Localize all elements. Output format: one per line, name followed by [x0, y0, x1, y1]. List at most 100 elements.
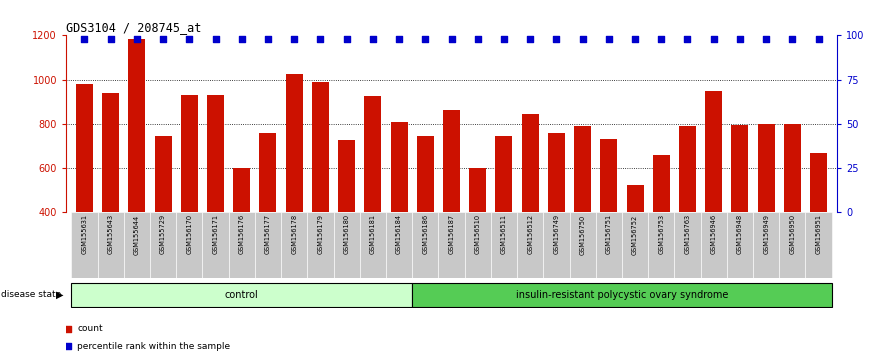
Bar [653, 155, 670, 212]
Bar [784, 124, 801, 212]
Text: GSM156749: GSM156749 [553, 215, 559, 255]
Bar [123, 212, 150, 278]
Point [300, 263, 314, 268]
Text: GSM156753: GSM156753 [658, 215, 664, 255]
Text: GSM156177: GSM156177 [265, 215, 271, 255]
Bar [359, 212, 386, 278]
Text: GSM156184: GSM156184 [396, 215, 402, 255]
Text: GSM156186: GSM156186 [422, 215, 428, 255]
Bar [464, 212, 491, 278]
Bar [705, 91, 722, 212]
Point [655, 36, 669, 41]
Text: GSM156950: GSM156950 [789, 215, 796, 255]
Point [314, 36, 328, 41]
Bar [700, 212, 727, 278]
Bar [600, 139, 618, 212]
Text: disease state: disease state [1, 290, 61, 299]
Bar [285, 74, 303, 212]
Bar [203, 212, 229, 278]
Point [733, 36, 747, 41]
Point [444, 36, 458, 41]
Bar [753, 212, 780, 278]
Text: GSM156176: GSM156176 [239, 215, 245, 255]
Point [130, 36, 144, 41]
Bar [548, 133, 565, 212]
Bar [443, 109, 460, 212]
Point [287, 36, 301, 41]
Bar [780, 212, 805, 278]
Point [392, 36, 406, 41]
Bar [727, 212, 753, 278]
Bar [229, 212, 255, 278]
Bar [307, 212, 334, 278]
Text: count: count [78, 324, 103, 333]
Point [234, 36, 248, 41]
Text: GSM155631: GSM155631 [81, 215, 87, 255]
Point [366, 36, 380, 41]
Point [707, 36, 721, 41]
Bar [439, 212, 464, 278]
Text: GSM156187: GSM156187 [448, 215, 455, 255]
Point [156, 36, 170, 41]
Bar [544, 212, 569, 278]
Point [785, 36, 799, 41]
Text: insulin-resistant polycystic ovary syndrome: insulin-resistant polycystic ovary syndr… [515, 290, 728, 300]
Text: GSM156180: GSM156180 [344, 215, 350, 255]
Bar [207, 95, 224, 212]
Bar [312, 82, 329, 212]
Point [497, 36, 511, 41]
Text: percentile rank within the sample: percentile rank within the sample [78, 342, 230, 351]
Text: GSM156951: GSM156951 [816, 215, 822, 255]
Bar [71, 212, 98, 278]
Bar [674, 212, 700, 278]
Bar [569, 212, 596, 278]
Text: GSM156179: GSM156179 [317, 215, 323, 255]
Bar [181, 95, 198, 212]
Bar [255, 212, 281, 278]
Bar [176, 212, 203, 278]
Point [339, 36, 353, 41]
Bar [233, 168, 250, 212]
Point [523, 36, 537, 41]
Text: GSM156178: GSM156178 [292, 215, 297, 255]
Bar [150, 212, 176, 278]
Bar [102, 93, 119, 212]
Bar [386, 212, 412, 278]
Bar [805, 212, 832, 278]
Bar [679, 126, 696, 212]
Bar [154, 136, 172, 212]
Bar [574, 126, 591, 212]
Bar [417, 136, 433, 212]
Text: GSM156946: GSM156946 [711, 215, 717, 255]
Bar [365, 96, 381, 212]
Text: GSM156181: GSM156181 [370, 215, 376, 255]
Text: GSM155729: GSM155729 [160, 215, 167, 255]
Bar [259, 133, 277, 212]
Point [759, 36, 774, 41]
Point [575, 36, 589, 41]
Bar [281, 212, 307, 278]
Point [78, 36, 92, 41]
Point [209, 36, 223, 41]
Point [680, 36, 694, 41]
Bar [517, 212, 544, 278]
Text: GSM156752: GSM156752 [632, 215, 638, 255]
Bar [470, 168, 486, 212]
Bar [495, 136, 513, 212]
Text: GSM155644: GSM155644 [134, 215, 140, 255]
Bar [758, 124, 774, 212]
Bar [626, 185, 644, 212]
Bar [731, 125, 749, 212]
Point [104, 36, 118, 41]
Text: GSM156763: GSM156763 [685, 215, 691, 255]
Text: GSM155643: GSM155643 [107, 215, 114, 255]
Point [470, 36, 485, 41]
Text: GSM156171: GSM156171 [212, 215, 218, 255]
Text: GSM156750: GSM156750 [580, 215, 586, 255]
Bar [76, 84, 93, 212]
Bar [334, 212, 359, 278]
Text: GDS3104 / 208745_at: GDS3104 / 208745_at [66, 21, 202, 34]
Bar [71, 283, 412, 307]
Point [418, 36, 433, 41]
Point [261, 36, 275, 41]
